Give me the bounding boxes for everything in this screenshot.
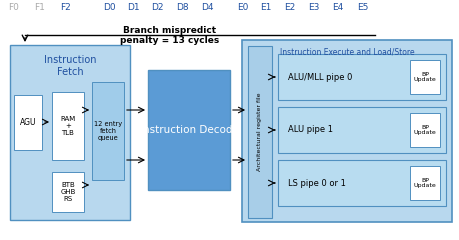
Text: Instruction Decode: Instruction Decode [139, 125, 238, 135]
Bar [241, 40, 451, 222]
Text: BP
Update: BP Update [413, 178, 436, 188]
Bar [277, 160, 445, 206]
Bar [247, 46, 271, 218]
Text: E1: E1 [260, 2, 271, 12]
Bar [277, 54, 445, 100]
Bar [10, 45, 130, 220]
Text: F1: F1 [34, 2, 45, 12]
Text: LS pipe 0 or 1: LS pipe 0 or 1 [287, 179, 345, 187]
Text: D4: D4 [200, 2, 213, 12]
Bar [277, 107, 445, 153]
Text: 12 entry
fetch
queue: 12 entry fetch queue [94, 121, 122, 141]
Text: F2: F2 [60, 2, 71, 12]
Text: ALU/MLL pipe 0: ALU/MLL pipe 0 [287, 72, 352, 82]
Text: ALU pipe 1: ALU pipe 1 [287, 126, 332, 134]
Text: BTB
GHB
RS: BTB GHB RS [60, 182, 76, 202]
Text: Instruction
Fetch: Instruction Fetch [44, 55, 96, 77]
Bar [52, 172, 84, 212]
Text: Architectural register file: Architectural register file [257, 93, 262, 171]
Text: D8: D8 [176, 2, 189, 12]
Text: F0: F0 [8, 2, 19, 12]
Text: AGU: AGU [20, 118, 36, 127]
Text: Instruction Execute and Load/Store: Instruction Execute and Load/Store [279, 47, 414, 56]
Text: Branch mispredict
penalty = 13 cycles: Branch mispredict penalty = 13 cycles [120, 26, 219, 45]
Text: D1: D1 [127, 2, 140, 12]
Bar [409, 60, 439, 94]
Text: E5: E5 [356, 2, 367, 12]
Text: E0: E0 [236, 2, 247, 12]
Text: E2: E2 [284, 2, 295, 12]
Text: BP
Update: BP Update [413, 72, 436, 82]
Bar [14, 95, 42, 150]
Text: E3: E3 [308, 2, 319, 12]
Text: D2: D2 [151, 2, 164, 12]
Text: E4: E4 [331, 2, 342, 12]
Text: D0: D0 [103, 2, 116, 12]
Text: RAM
+
TLB: RAM + TLB [60, 116, 75, 136]
Bar [92, 82, 124, 180]
Bar [148, 70, 230, 190]
Bar [52, 92, 84, 160]
Text: BP
Update: BP Update [413, 125, 436, 135]
Bar [409, 113, 439, 147]
Bar [409, 166, 439, 200]
